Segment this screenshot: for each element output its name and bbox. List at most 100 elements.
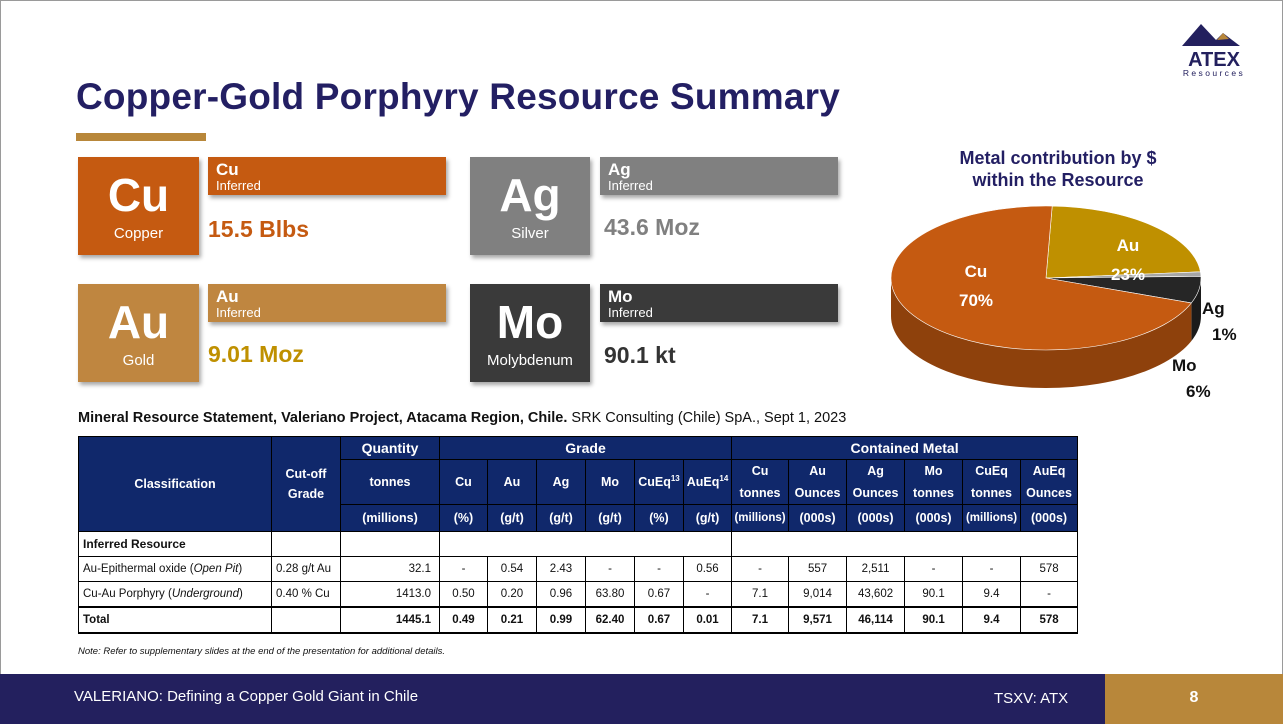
molybdenum-value: 90.1 kt [604, 342, 676, 368]
pie-label-au: Au 23% [1100, 231, 1156, 289]
header-metal-col: Cu tonnes [731, 459, 790, 505]
gold-name: Gold [122, 352, 155, 369]
metal-unit: (000s) [846, 504, 906, 532]
metal-unit: (000s) [1020, 504, 1079, 532]
total-grade: 62.40 [585, 606, 635, 634]
row-grade: 0.20 [487, 581, 537, 608]
table-row: Cu-Au Porphyry (Underground) 0.40 % Cu 1… [78, 581, 1079, 608]
row-cutoff: 0.40 % Cu [271, 581, 341, 608]
metal-pie-chart [890, 205, 1202, 388]
pie-side-mo [1191, 278, 1201, 341]
pie-slice-cu [890, 205, 1192, 351]
silver-value: 43.6 Moz [604, 214, 700, 240]
page-number: 8 [1189, 689, 1199, 706]
metal-col-sub: Ounces [852, 486, 899, 500]
footnote: Note: Refer to supplementary slides at t… [78, 646, 446, 657]
row-metal: 43,602 [846, 581, 906, 608]
header-metal-col: AuEq Ounces [1020, 459, 1079, 505]
total-metal: 90.1 [904, 606, 964, 634]
metal-col-sub: Ounces [794, 486, 841, 500]
svg-text:ATEX: ATEX [1188, 49, 1241, 71]
total-metal: 9,571 [788, 606, 848, 634]
header-grade: Grade [438, 436, 733, 460]
pie-label-cu: Cu 70% [948, 257, 1004, 315]
silver-bar-title: Ag [608, 160, 631, 179]
metal-col-sub: Ounces [1026, 486, 1072, 500]
header-metal-col: Au Ounces [788, 459, 848, 505]
gold-value: 9.01 Moz [208, 341, 304, 367]
table-total-row: Total 1445.1 0.49 0.21 0.99 62.40 0.67 0… [78, 606, 1079, 634]
row-grade: 0.96 [536, 581, 586, 608]
row-grade: 63.80 [585, 581, 635, 608]
molybdenum-bar-title: Mo [608, 287, 633, 306]
header-grade-col: CuEq13 [634, 459, 684, 505]
header-cutoff-line1: Cut-off [285, 467, 327, 481]
row-metal: - [731, 556, 790, 582]
row-metal: 578 [1020, 556, 1079, 582]
row-class-end: ) [238, 588, 243, 600]
resource-table: Classification Cut-off Grade Quantity Gr… [78, 436, 1079, 634]
caption-bold: Mineral Resource Statement, Valeriano Pr… [78, 410, 568, 426]
molybdenum-bar-sub: Inferred [608, 305, 653, 320]
row-class-end: ) [238, 563, 243, 575]
logo-mountain-icon: ATEX Resources [1182, 24, 1243, 78]
row-class-italic: Underground [171, 588, 239, 600]
row-classification: Au-Epithermal oxide (Open Pit) [78, 556, 272, 582]
total-grade: 0.21 [487, 606, 537, 634]
header-metal-col: CuEq tonnes [962, 459, 1022, 505]
molybdenum-symbol: Mo [496, 296, 564, 348]
silver-bar: Ag Inferred [600, 157, 838, 195]
copper-bar-title: Cu [216, 160, 239, 179]
grade-unit: (g/t) [536, 504, 586, 532]
header-classification: Classification [78, 436, 272, 532]
metal-col-sub: tonnes [971, 486, 1013, 500]
header-grade-col: Cu [439, 459, 488, 505]
row-grade: - [634, 556, 684, 582]
gold-bar-title: Au [216, 287, 239, 306]
pie-label-ag-name: Ag [1202, 299, 1225, 318]
table-row: Au-Epithermal oxide (Open Pit) 0.28 g/t … [78, 556, 1079, 582]
row-metal: - [962, 556, 1022, 582]
row-grade: - [682, 581, 733, 608]
footer-page-block [1105, 674, 1283, 724]
row-grade: 0.56 [682, 556, 733, 582]
grade-col-name: Au [503, 475, 521, 489]
chart-title: Metal contribution by $ within the Resou… [905, 147, 1211, 191]
grade-col-name: AuEq [686, 475, 720, 490]
table-cell [271, 531, 341, 557]
grade-unit: (%) [634, 504, 684, 532]
total-tonnes: 1445.1 [340, 606, 440, 634]
chart-title-line2: within the Resource [972, 170, 1144, 190]
header-metal-col: Mo tonnes [904, 459, 964, 505]
row-metal: 7.1 [731, 581, 790, 608]
metal-col-name: Mo [924, 464, 943, 478]
header-quantity: Quantity [340, 436, 440, 460]
page-number-wrap: 8 [1105, 689, 1283, 707]
pie-label-mo-value: 6% [1186, 382, 1211, 401]
grade-unit: (g/t) [487, 504, 537, 532]
silver-tile: Ag Silver [470, 157, 590, 255]
pie-label-ag-value: 1% [1212, 325, 1237, 344]
metal-col-name: Ag [867, 464, 884, 478]
header-contained-metal: Contained Metal [731, 436, 1079, 460]
table-section-row: Inferred Resource [78, 531, 1079, 557]
header-millions: (millions) [340, 504, 440, 532]
grade-col-name: Mo [600, 475, 620, 489]
total-metal: 7.1 [731, 606, 790, 634]
pie-slice-au [1045, 205, 1201, 279]
table-cell [438, 531, 733, 557]
title-underline [76, 133, 206, 141]
pie-label-ag: Ag 1% [1196, 296, 1237, 348]
molybdenum-name: Molybdenum [487, 352, 573, 369]
table-cell [731, 531, 1079, 557]
row-grade: 2.43 [536, 556, 586, 582]
atex-logo: ATEX Resources [1168, 24, 1260, 80]
row-cutoff: 0.28 g/t Au [271, 556, 341, 582]
caption-source: SRK Consulting (Chile) SpA., Sept 1, 202… [567, 410, 847, 426]
metal-unit: (millions) [962, 504, 1022, 532]
gold-tile: Au Gold [78, 284, 199, 382]
row-class-text: Au-Epithermal oxide ( [83, 563, 194, 575]
grade-unit: (%) [439, 504, 488, 532]
header-grade-col: Ag [536, 459, 586, 505]
section-label: Inferred Resource [78, 531, 272, 557]
